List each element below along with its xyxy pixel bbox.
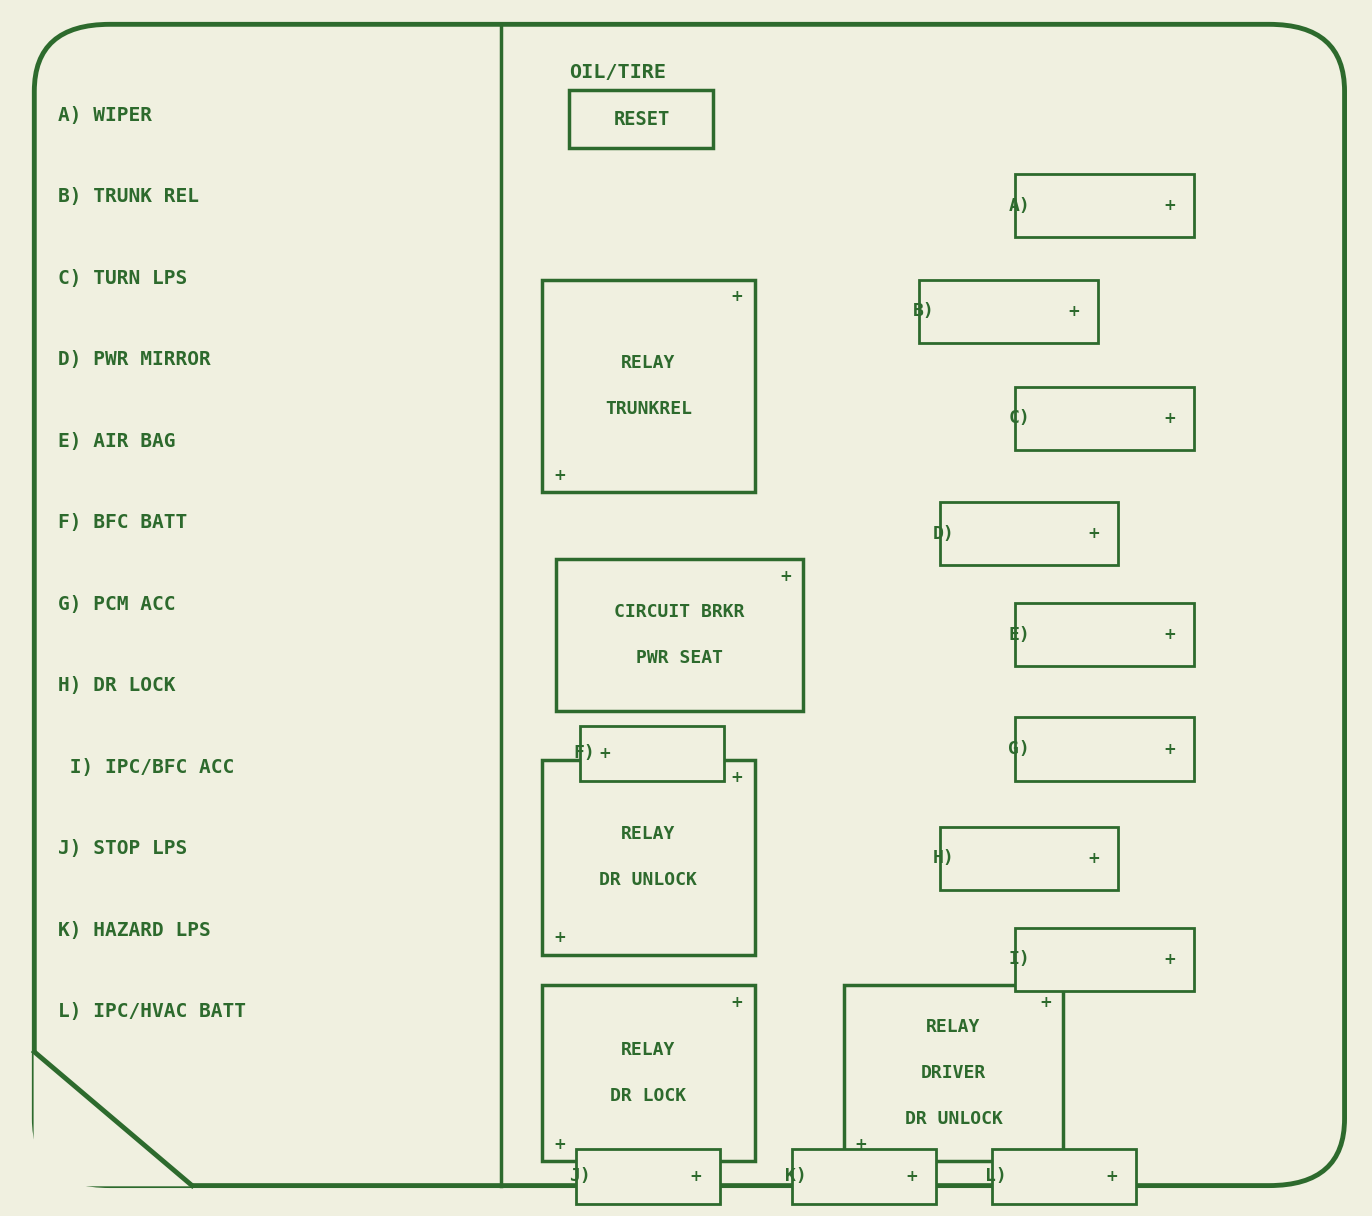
Text: DR LOCK: DR LOCK xyxy=(611,1087,686,1105)
Text: DR UNLOCK: DR UNLOCK xyxy=(600,872,697,889)
Bar xyxy=(556,559,803,711)
Text: RELAY: RELAY xyxy=(622,354,675,372)
Polygon shape xyxy=(34,1052,192,1186)
Text: K): K) xyxy=(785,1167,807,1186)
Text: +: + xyxy=(1163,742,1176,756)
Text: +: + xyxy=(553,930,565,945)
Text: L): L) xyxy=(985,1167,1007,1186)
Bar xyxy=(919,280,1098,343)
Text: I): I) xyxy=(1008,951,1030,968)
Bar xyxy=(940,827,1118,890)
Text: +: + xyxy=(906,1169,918,1184)
Bar xyxy=(542,760,755,955)
Text: I) IPC/BFC ACC: I) IPC/BFC ACC xyxy=(58,758,233,777)
Bar xyxy=(1015,717,1194,781)
Bar xyxy=(1015,387,1194,450)
Text: C): C) xyxy=(1008,410,1030,427)
Text: +: + xyxy=(731,770,744,784)
Text: +: + xyxy=(1067,304,1080,319)
Bar xyxy=(542,985,755,1161)
Text: G): G) xyxy=(1008,741,1030,758)
Bar xyxy=(576,1149,720,1204)
Text: D) PWR MIRROR: D) PWR MIRROR xyxy=(58,350,210,370)
Text: +: + xyxy=(553,468,565,483)
Text: H) DR LOCK: H) DR LOCK xyxy=(58,676,176,696)
Text: +: + xyxy=(1088,851,1100,866)
Text: RELAY: RELAY xyxy=(926,1018,981,1036)
Text: +: + xyxy=(1088,527,1100,541)
Text: +: + xyxy=(1040,995,1052,1009)
Text: K) HAZARD LPS: K) HAZARD LPS xyxy=(58,921,210,940)
Bar xyxy=(542,280,755,492)
Text: TRUNKREL: TRUNKREL xyxy=(605,400,691,418)
Text: +: + xyxy=(731,289,744,304)
Text: +: + xyxy=(598,745,611,761)
Text: A): A) xyxy=(1008,197,1030,214)
Bar xyxy=(1015,603,1194,666)
Text: D): D) xyxy=(933,525,955,542)
Text: +: + xyxy=(690,1169,702,1184)
Text: A) WIPER: A) WIPER xyxy=(58,106,152,125)
Bar xyxy=(569,90,713,148)
Text: +: + xyxy=(1163,411,1176,426)
Bar xyxy=(940,502,1118,565)
Text: F) BFC BATT: F) BFC BATT xyxy=(58,513,187,533)
Text: PWR SEAT: PWR SEAT xyxy=(635,649,723,668)
Text: +: + xyxy=(553,1137,565,1152)
Text: J): J) xyxy=(569,1167,591,1186)
Text: E) AIR BAG: E) AIR BAG xyxy=(58,432,176,451)
Text: L) IPC/HVAC BATT: L) IPC/HVAC BATT xyxy=(58,1002,246,1021)
Bar xyxy=(992,1149,1136,1204)
Text: B): B) xyxy=(912,303,934,320)
Text: CIRCUIT BRKR: CIRCUIT BRKR xyxy=(613,603,745,621)
Bar xyxy=(1015,928,1194,991)
Text: +: + xyxy=(855,1137,867,1152)
Text: J) STOP LPS: J) STOP LPS xyxy=(58,839,187,858)
Text: RELAY: RELAY xyxy=(622,826,675,843)
Text: +: + xyxy=(1106,1169,1118,1184)
Text: E): E) xyxy=(1008,626,1030,643)
Text: DRIVER: DRIVER xyxy=(921,1064,986,1082)
FancyBboxPatch shape xyxy=(34,24,1345,1186)
Bar xyxy=(844,985,1063,1161)
Text: +: + xyxy=(1163,952,1176,967)
Text: RESET: RESET xyxy=(613,109,670,129)
Text: +: + xyxy=(1163,627,1176,642)
Text: OIL/TIRE: OIL/TIRE xyxy=(569,63,667,83)
Text: +: + xyxy=(731,995,744,1009)
Text: +: + xyxy=(1163,198,1176,213)
Bar xyxy=(792,1149,936,1204)
Text: +: + xyxy=(779,569,792,584)
Text: B) TRUNK REL: B) TRUNK REL xyxy=(58,187,199,207)
Text: C) TURN LPS: C) TURN LPS xyxy=(58,269,187,288)
Text: F): F) xyxy=(573,744,595,762)
Text: H): H) xyxy=(933,850,955,867)
Bar xyxy=(580,726,724,781)
Text: G) PCM ACC: G) PCM ACC xyxy=(58,595,176,614)
Text: DR UNLOCK: DR UNLOCK xyxy=(904,1110,1003,1128)
Text: RELAY: RELAY xyxy=(622,1041,675,1059)
Bar xyxy=(1015,174,1194,237)
